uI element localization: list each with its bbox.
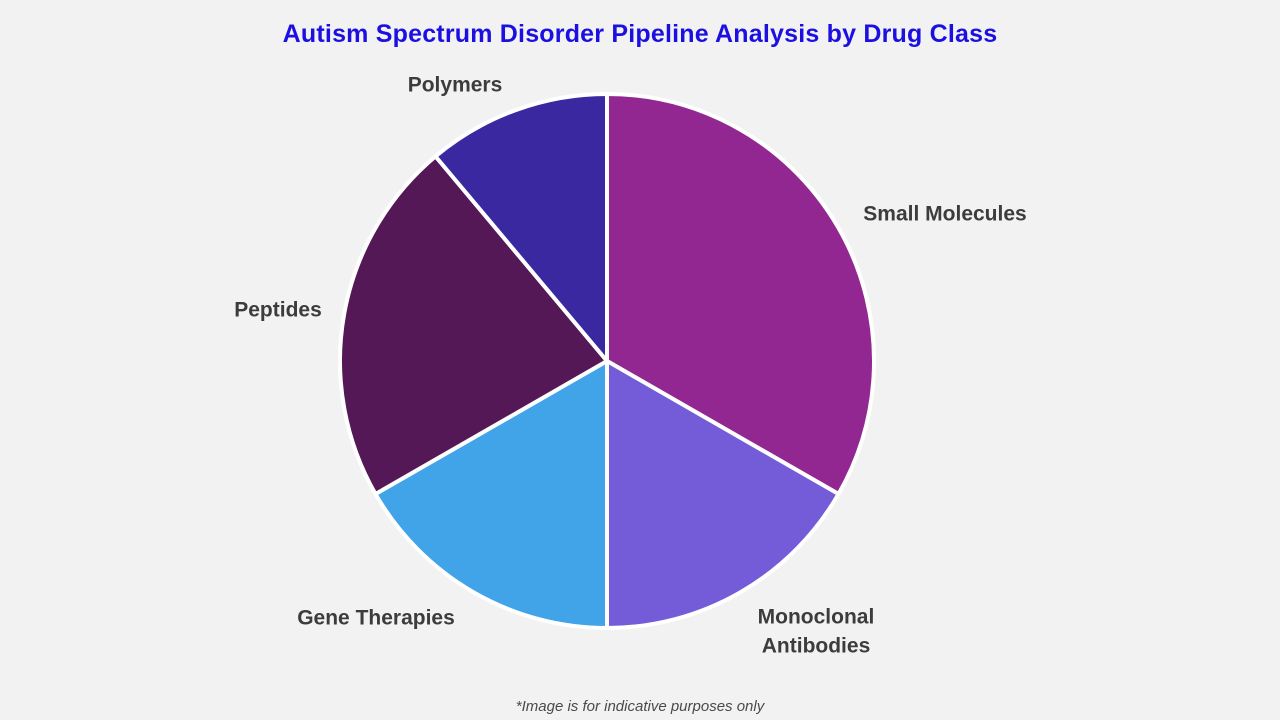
pie-slice-gene-therapies	[373, 359, 609, 630]
pie-slice-small-molecules	[605, 92, 876, 497]
chart-title: Autism Spectrum Disorder Pipeline Analys…	[282, 20, 998, 48]
pie-slice-polymers	[433, 92, 609, 363]
pie-slice-peptides	[338, 154, 609, 497]
pie-slice-monoclonal-antibodies	[605, 359, 841, 630]
footnote: *Image is for indicative purposes only	[515, 698, 765, 715]
